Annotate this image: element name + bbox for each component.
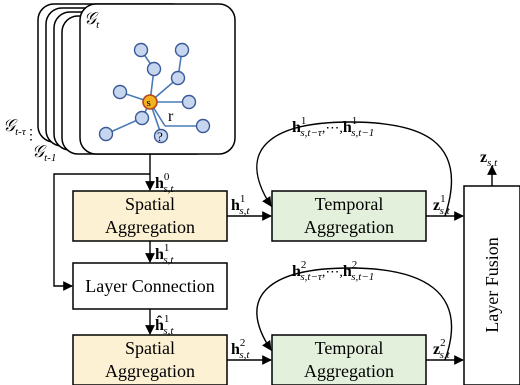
spatial-2-line1: Spatial: [125, 338, 175, 358]
spatial-1-line1: Spatial: [125, 194, 175, 214]
arrow-skip-to-layerconn: [53, 173, 150, 291]
label-z1: z1 s,t: [433, 193, 451, 217]
loop-temporal-2: [256, 267, 453, 361]
graph-back-label-tm1: 𝒢t-1: [32, 142, 56, 164]
graph-node: [134, 110, 150, 126]
graph-nodes: [98, 42, 211, 142]
graph-front-label: 𝒢t: [84, 9, 100, 31]
temporal-1-line1: Temporal: [315, 194, 384, 214]
graph-node: [146, 61, 162, 77]
layer-connection-box: [72, 262, 228, 310]
graph-node: [174, 42, 190, 58]
unknown-node: [153, 128, 169, 144]
relation-label: r: [168, 108, 174, 125]
temporal-1-line2: Aggregation: [304, 217, 394, 237]
temporal-2-line2: Aggregation: [304, 361, 394, 381]
label-h1-right: h1 s,t: [231, 193, 250, 217]
unknown-node-mark: ?: [157, 129, 163, 144]
graph-node: [98, 126, 114, 142]
graph-node: [112, 84, 128, 100]
graph-node: [133, 42, 149, 58]
label-h0: h0 s,t: [155, 171, 174, 195]
graph-stack: 𝒢t ? r: [3, 3, 236, 164]
graph-node: [195, 118, 211, 134]
graph-back-label-tau: 𝒢t-τ: [3, 116, 27, 138]
label-history-1: h1 s,t−τ,⋯,h1 s,t−1: [292, 115, 374, 139]
graph-node: [181, 94, 197, 110]
spatial-aggregation-box-1: [72, 190, 228, 242]
center-node-label: s: [147, 97, 151, 109]
label-zst: zs,t: [480, 149, 498, 169]
label-history-2: h2 s,t−τ,⋯,h2 s,t−1: [292, 259, 374, 283]
graph-card-front: [79, 3, 236, 155]
layer-connection-label: Layer Connection: [85, 276, 214, 296]
center-node: [142, 94, 158, 110]
label-h2-right: h2 s,t: [231, 337, 250, 361]
temporal-aggregation-box-1: [271, 190, 427, 242]
label-h1-down: h1 s,t: [155, 242, 174, 266]
spatial-aggregation-box-2: [72, 334, 228, 385]
label-hhat1: ĥ1 s,t: [155, 313, 174, 337]
arrows: [53, 121, 497, 365]
loop-temporal-1: [256, 121, 453, 217]
spatial-2-line2: Aggregation: [105, 361, 195, 381]
graph-back-ellipsis: ⋮: [24, 128, 38, 143]
layer-fusion-label: Layer Fusion: [482, 237, 502, 332]
temporal-2-line1: Temporal: [315, 338, 384, 358]
label-z2: z2 s,t: [433, 337, 451, 361]
graph-node: [170, 70, 186, 86]
spatial-1-line2: Aggregation: [105, 217, 195, 237]
